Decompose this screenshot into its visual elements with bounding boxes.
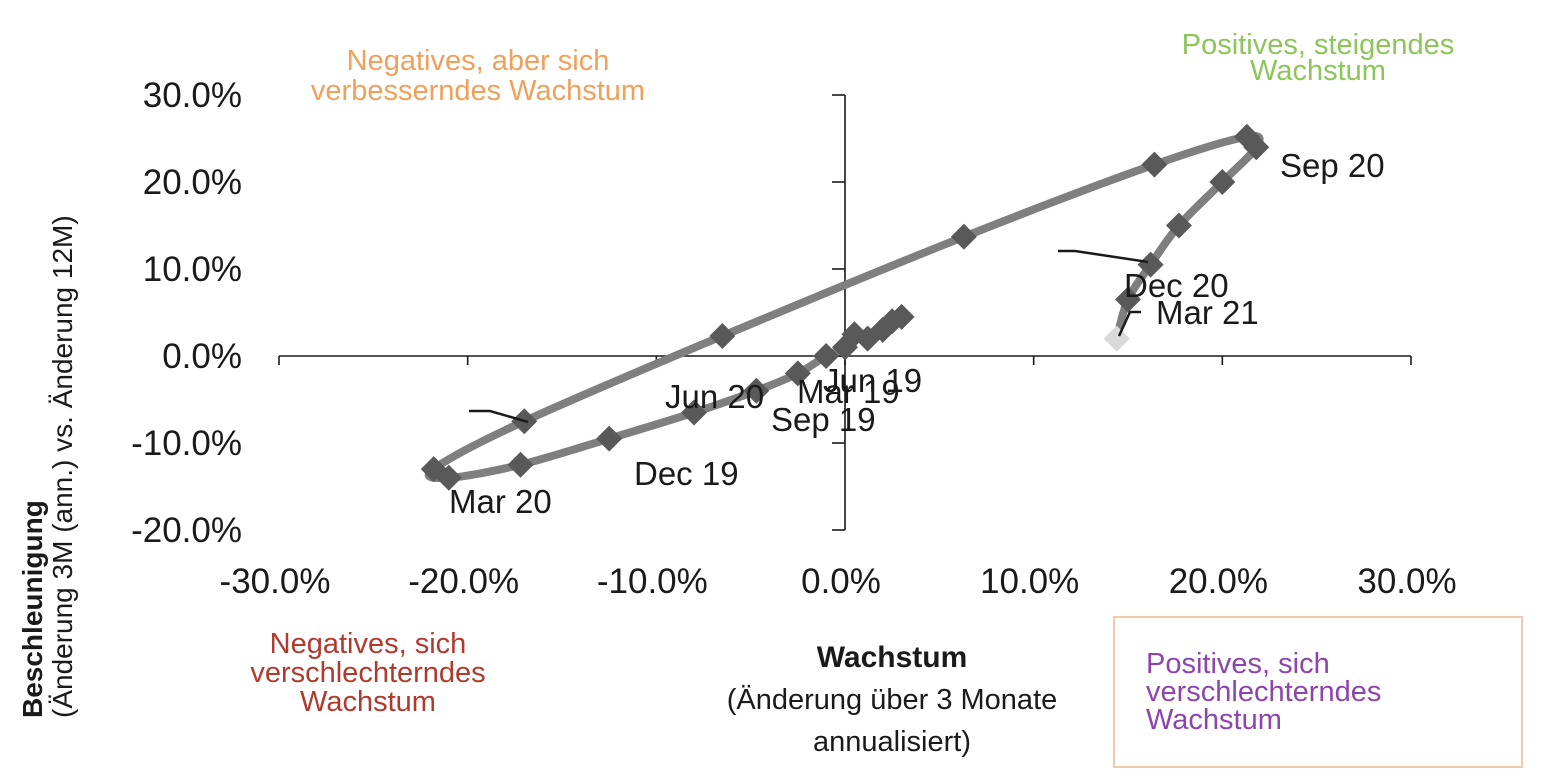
x-tick-label: 20.0% <box>1169 562 1268 601</box>
data-point-marker <box>681 399 708 426</box>
quadrant-label-line: Positives, sich <box>1146 648 1330 680</box>
y-tick-label: 20.0% <box>143 163 242 202</box>
quadrant-label-line: Negatives, aber sich <box>347 45 610 77</box>
quadrant-label-line: verschlechterndes <box>1146 676 1381 708</box>
y-tick-label: 10.0% <box>143 250 242 289</box>
quadrant-label-line: Wachstum <box>300 686 436 718</box>
leader-line-dec-20 <box>1058 249 1149 264</box>
y-tick-label: 30.0% <box>143 76 242 115</box>
quadrant-label-box <box>1113 616 1523 768</box>
point-label: Mar 21 <box>1156 294 1259 331</box>
data-point-marker <box>813 343 840 369</box>
point-label: Sep 20 <box>1280 147 1385 184</box>
data-point-marker <box>596 425 623 452</box>
data-point-marker <box>784 360 811 387</box>
leader-line-jun-20 <box>469 409 529 424</box>
data-point-marker <box>1209 169 1236 195</box>
data-point-marker <box>507 451 534 478</box>
y-tick-label: -10.0% <box>131 424 242 463</box>
data-point-marker <box>709 322 736 349</box>
quadrant-label-line: verschlechterndes <box>250 657 485 689</box>
x-tick-label: 10.0% <box>980 562 1079 601</box>
data-point-marker <box>832 334 858 361</box>
data-point-marker <box>1141 151 1168 178</box>
data-point-marker <box>950 223 977 250</box>
quadrant-label-line: Negatives, sich <box>270 628 467 660</box>
point-label: Dec 20 <box>1124 267 1229 304</box>
point-label: Sep 19 <box>771 401 876 438</box>
series <box>420 123 1270 491</box>
data-point-marker <box>1137 251 1164 278</box>
point-label: Dec 19 <box>634 455 739 492</box>
x-tick-label: -30.0% <box>220 562 331 601</box>
y-tick-label: -20.0% <box>131 511 242 550</box>
x-tick-label: 30.0% <box>1357 562 1456 601</box>
point-label: Jun 20 <box>665 378 764 415</box>
point-label: Mar 19 <box>797 373 900 410</box>
data-point-marker <box>1165 212 1192 239</box>
x-tick-label: 0.0% <box>801 562 881 601</box>
quadrant-label-line: verbesserndes Wachstum <box>311 75 645 107</box>
data-point-marker <box>1115 286 1141 313</box>
x-axis-subtitle: (Änderung über 3 Monate <box>727 684 1058 716</box>
data-point-marker <box>1243 134 1270 161</box>
axis-titles: Wachstum (Änderung über 3 Monate annualisi… <box>17 215 1057 758</box>
y-axis-subtitle: (Änderung 3M (ann.) vs. Änderung 12M) <box>47 215 78 718</box>
data-point-marker <box>743 377 770 404</box>
x-axis-title: Wachstum <box>817 641 968 674</box>
x-axis-subtitle: annualisiert) <box>813 726 971 758</box>
point-label: Jun 19 <box>823 362 922 399</box>
x-tick-label: -20.0% <box>408 562 519 601</box>
y-axis-title: Beschleunigung <box>17 500 48 718</box>
axes: -30.0% -20.0% -10.0% 0.0% 10.0% 20.0% 30.0% 30.… <box>131 76 1457 601</box>
point-label: Mar 20 <box>449 483 552 520</box>
x-tick-label: -10.0% <box>597 562 708 601</box>
quadrant-label-line: Wachstum <box>1250 55 1386 87</box>
quadrant-label-line: Wachstum <box>1146 704 1282 736</box>
y-tick-label: 0.0% <box>162 337 242 376</box>
data-point-marker <box>1103 325 1130 352</box>
leader-line-mar-21 <box>1117 310 1141 337</box>
data-point-marker <box>420 456 447 483</box>
quadrant-label-line: Positives, steigendes <box>1182 29 1454 61</box>
